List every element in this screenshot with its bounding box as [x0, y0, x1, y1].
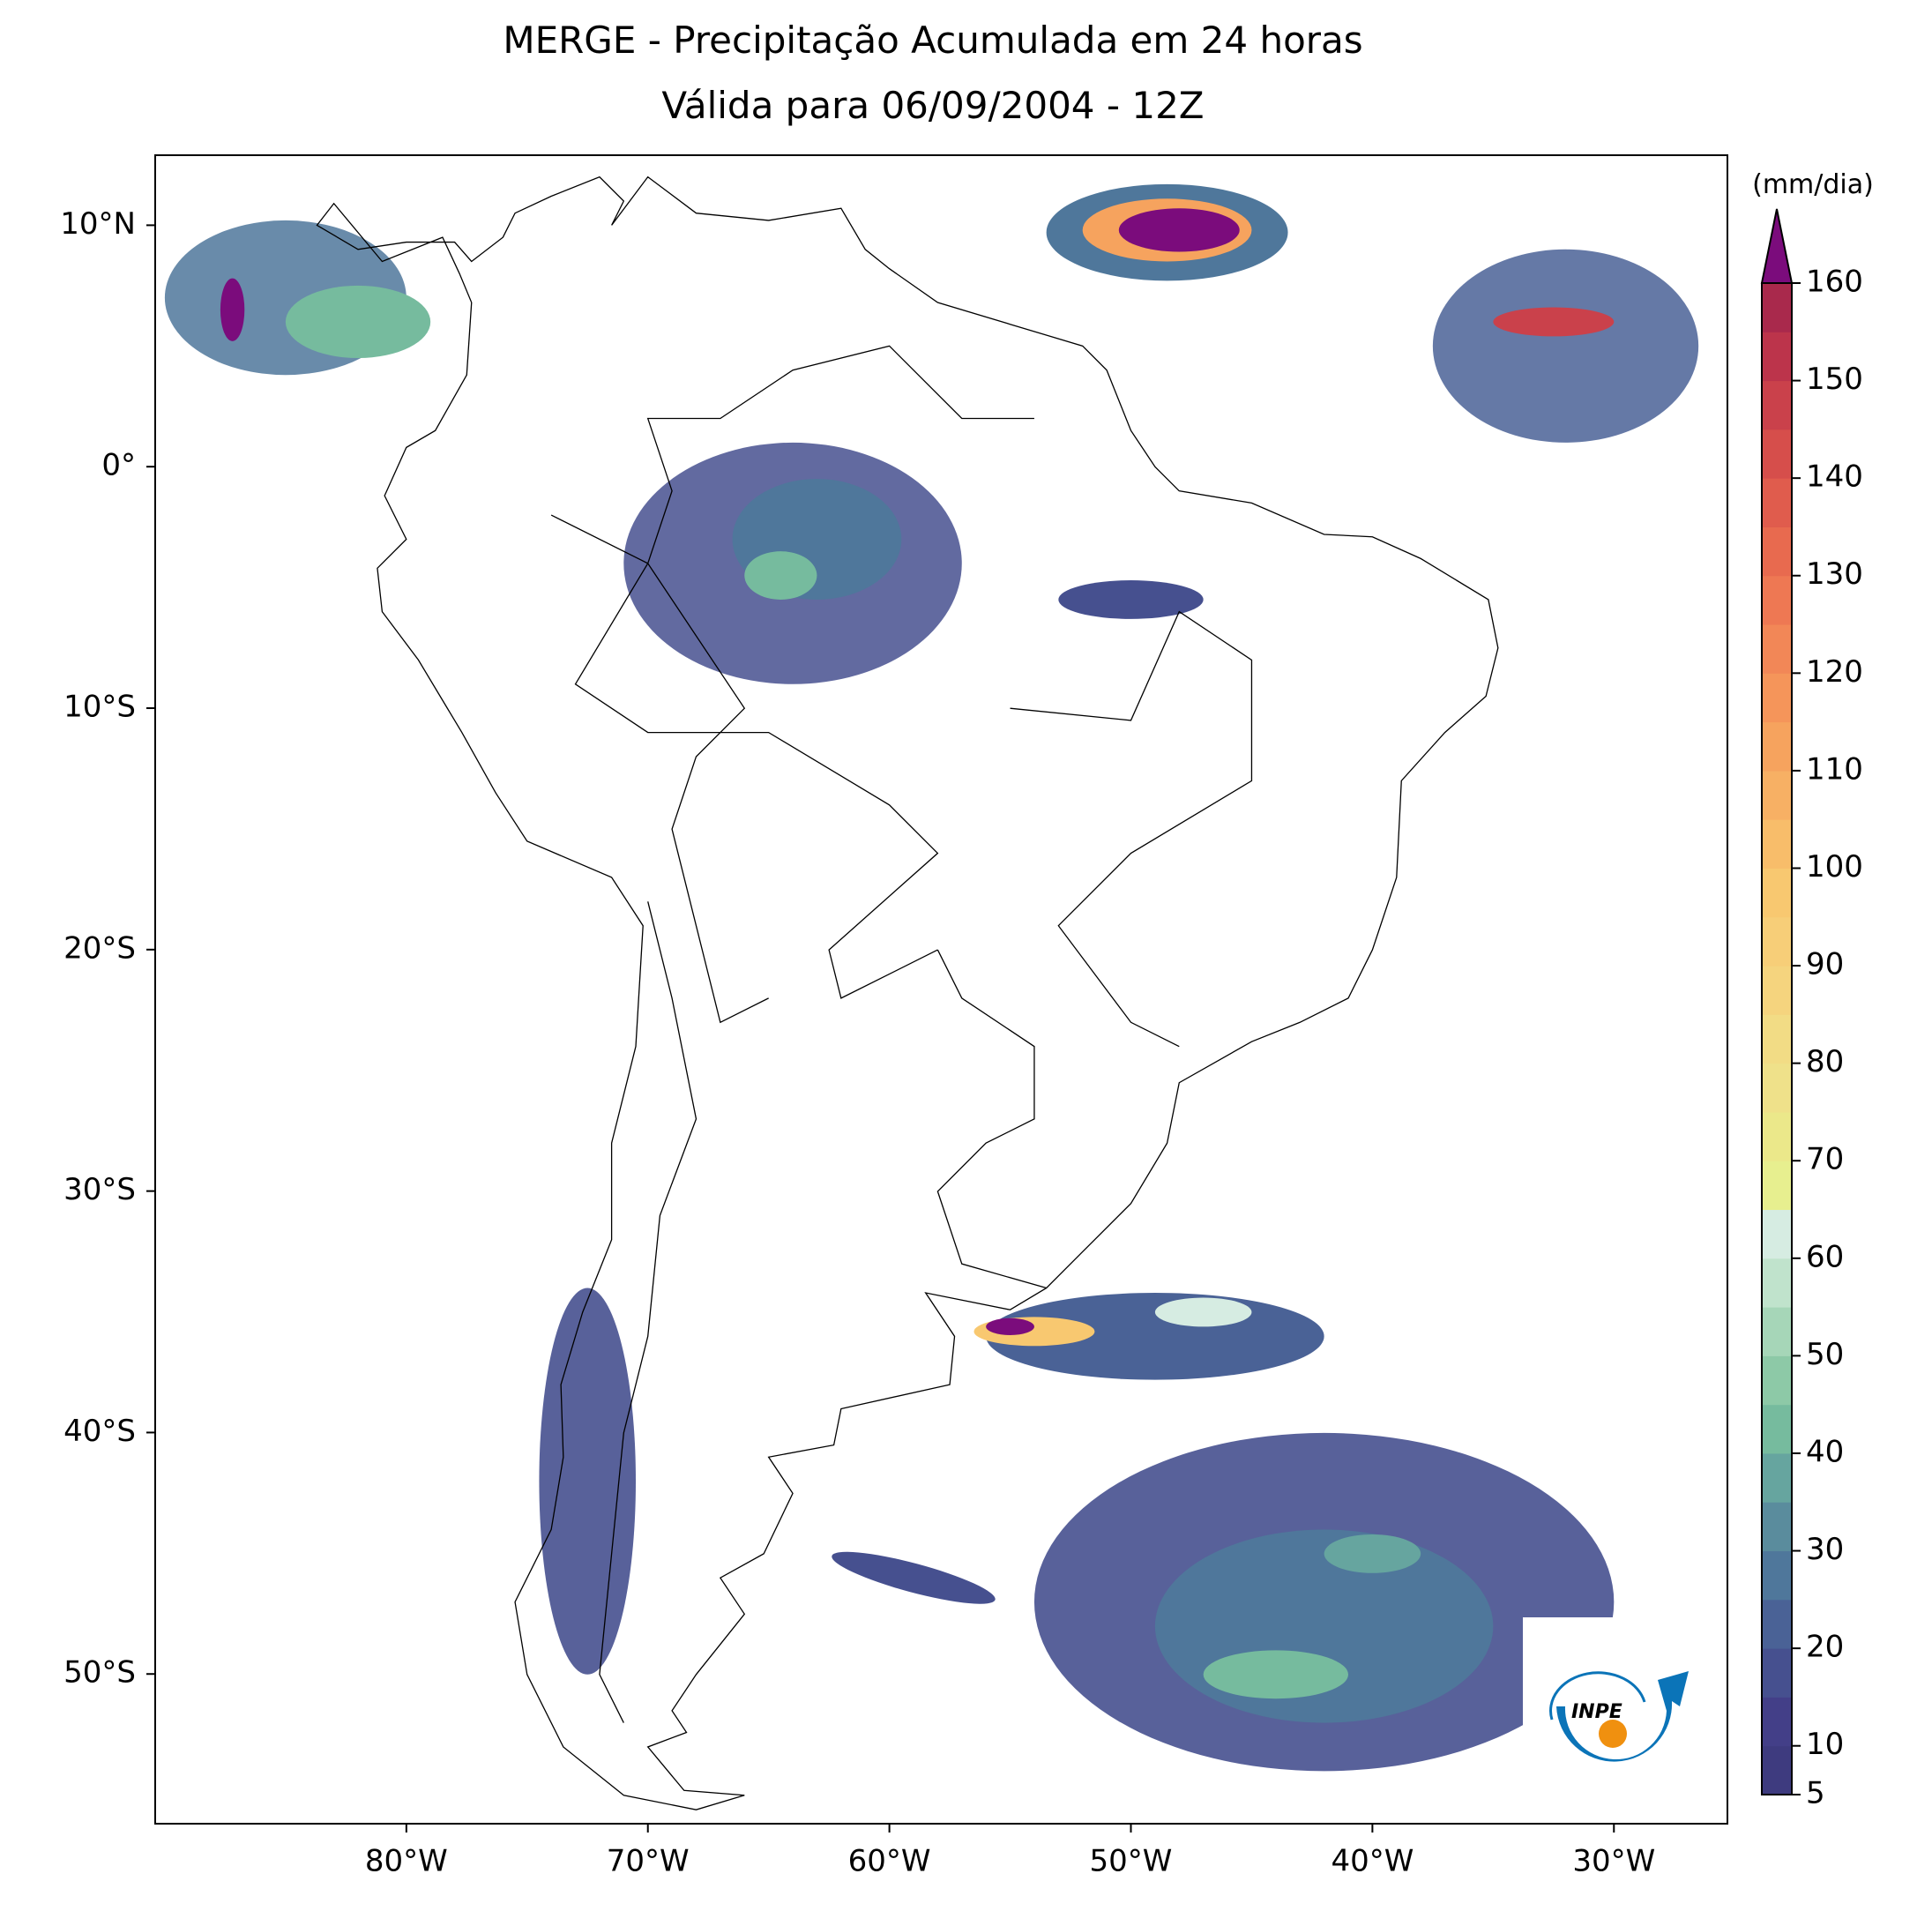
y-tick-label: 20°S — [63, 930, 136, 966]
x-tick-label: 40°W — [1331, 1844, 1414, 1879]
colorbar-tick-label: 90 — [1806, 947, 1844, 982]
colorbar-tick-label: 160 — [1806, 265, 1863, 300]
y-tick-label: 40°S — [63, 1414, 136, 1449]
colorbar-bin — [1762, 526, 1792, 577]
y-tick-label: 0° — [101, 448, 136, 483]
colorbar-bin — [1762, 1161, 1792, 1211]
colorbar-bin — [1762, 868, 1792, 918]
colorbar-tick-label: 110 — [1806, 751, 1863, 787]
x-tick-label: 30°W — [1572, 1844, 1655, 1879]
colorbar-bin — [1762, 1209, 1792, 1259]
y-tick-label: 10°N — [60, 206, 136, 242]
colorbar-bin — [1762, 916, 1792, 967]
colorbar-bin — [1762, 283, 1792, 332]
colorbar-bin — [1762, 1452, 1792, 1503]
colorbar-bin — [1762, 429, 1792, 479]
colorbar-bin — [1762, 1404, 1792, 1454]
logo-box — [1523, 1617, 1718, 1820]
colorbar-bin — [1762, 575, 1792, 625]
colorbar-bin — [1762, 1745, 1792, 1795]
colorbar-bin — [1762, 819, 1792, 869]
x-tick-label: 70°W — [607, 1844, 690, 1879]
precipitation — [164, 183, 1699, 1772]
coastline — [317, 177, 1497, 1810]
colorbar-bin — [1762, 1258, 1792, 1308]
colorbar-bin — [1762, 1502, 1792, 1552]
logo-ring — [1549, 1671, 1646, 1721]
colorbar-tick-label: 80 — [1806, 1044, 1844, 1079]
x-tick-label: 50°W — [1090, 1844, 1173, 1879]
y-tick-label: 30°S — [63, 1172, 136, 1207]
colorbar-label: (mm/dia) — [1752, 169, 1874, 200]
colorbar-bin — [1762, 673, 1792, 723]
colorbar-bin — [1762, 1111, 1792, 1161]
y-tick-label: 50°S — [63, 1655, 136, 1691]
logo-sun — [1599, 1720, 1627, 1748]
colorbar-bin — [1762, 1014, 1792, 1064]
colorbar-tick-label: 60 — [1806, 1239, 1844, 1274]
colorbar-tick-label: 140 — [1806, 459, 1863, 495]
colorbar-bin — [1762, 1599, 1792, 1649]
map-area — [164, 177, 1699, 1810]
logo-swoosh — [1556, 1671, 1689, 1762]
colorbar-tick-label: 120 — [1806, 654, 1863, 690]
subtitle: Válida para 06/09/2004 - 12Z — [661, 84, 1204, 127]
colorbar-tick-label: 30 — [1806, 1532, 1844, 1567]
logo-text: INPE — [1571, 1701, 1622, 1723]
colorbar-tick-label: 5 — [1806, 1776, 1825, 1811]
colorbar-bin — [1762, 1063, 1792, 1113]
colorbar-bin — [1762, 332, 1792, 382]
y-tick-label: 10°S — [63, 690, 136, 725]
colorbar-bin — [1762, 770, 1792, 820]
colorbar-bin — [1762, 624, 1792, 674]
colorbar-tick-label: 20 — [1806, 1630, 1844, 1665]
map-frame — [154, 154, 1728, 1825]
colorbar-tick-label: 70 — [1806, 1142, 1844, 1177]
colorbar-bin — [1762, 1648, 1792, 1698]
title: MERGE - Precipitação Acumulada em 24 hor… — [503, 19, 1362, 62]
colorbar-extension — [1760, 208, 1794, 284]
colorbar-bin — [1762, 1550, 1792, 1601]
colorbar-tick-label: 10 — [1806, 1727, 1844, 1762]
x-tick-label: 80°W — [365, 1844, 448, 1879]
colorbar-tick-label: 50 — [1806, 1337, 1844, 1372]
colorbar-frame — [1761, 282, 1793, 1795]
colorbar-tick-label: 150 — [1806, 362, 1863, 397]
colorbar-tick-label: 130 — [1806, 556, 1863, 592]
colorbar-bin — [1762, 478, 1792, 527]
colorbar-tick-label: 40 — [1806, 1434, 1844, 1469]
logo: INPE — [1523, 1617, 1718, 1820]
x-tick-label: 60°W — [848, 1844, 931, 1879]
colorbar-bin — [1762, 721, 1792, 772]
colorbar-bin — [1762, 966, 1792, 1015]
colorbar-tick-label: 100 — [1806, 849, 1863, 885]
colorbar-bin — [1762, 1697, 1792, 1747]
colorbar-bin — [1762, 1355, 1792, 1406]
colorbar-bin — [1762, 380, 1792, 430]
colorbar-bin — [1762, 1307, 1792, 1356]
